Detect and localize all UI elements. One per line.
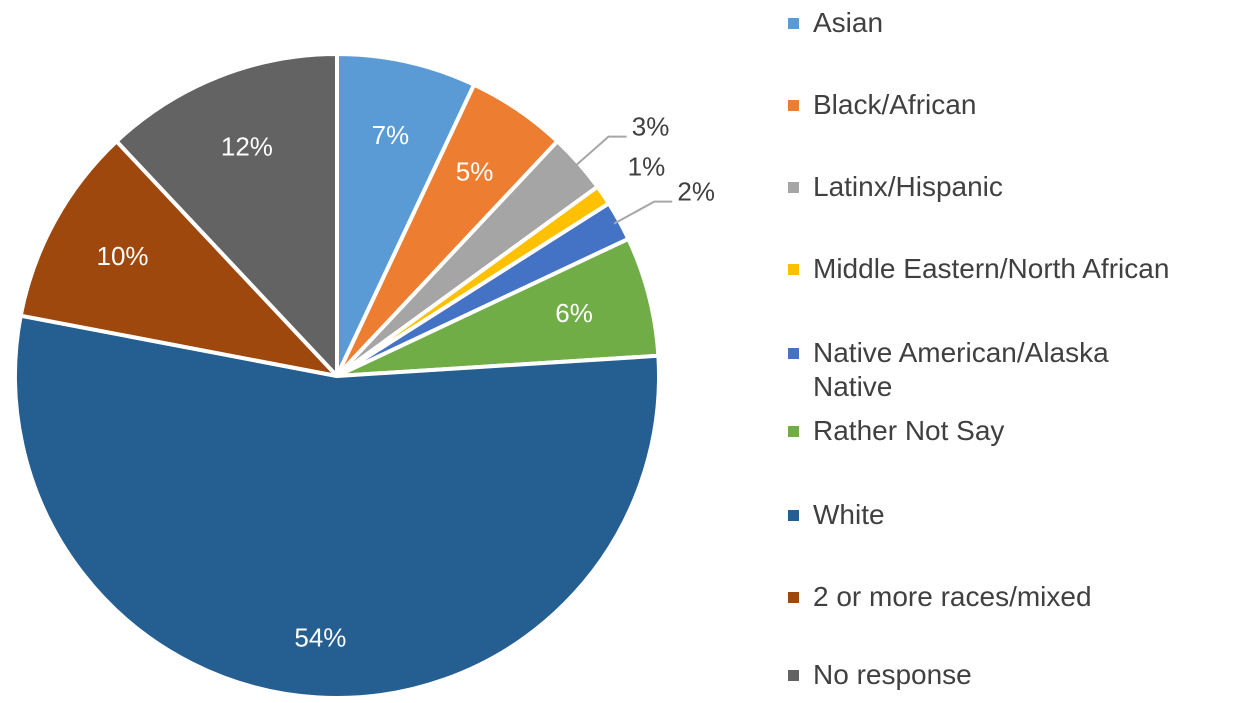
legend-label-rather-not-say: Rather Not Say bbox=[813, 415, 1005, 446]
data-label-rather-not-say: 6% bbox=[555, 298, 593, 328]
legend-label-latinx-hispanic: Latinx/Hispanic bbox=[813, 171, 1003, 202]
data-label-latinx-hispanic: 3% bbox=[632, 111, 670, 141]
legend-label-middle-eastern-north-african: Middle Eastern/North African bbox=[813, 253, 1170, 284]
leader-line-native-american-alaska-native bbox=[613, 200, 673, 225]
legend-swatch-asian bbox=[788, 18, 799, 29]
data-label-white: 54% bbox=[294, 622, 346, 652]
legend-swatch-black-african bbox=[788, 100, 799, 111]
legend-swatch-no-response bbox=[788, 670, 799, 681]
legend-label-white: White bbox=[813, 499, 885, 530]
data-label-black-african: 5% bbox=[456, 156, 494, 186]
pie-slice-asian bbox=[335, 52, 477, 378]
legend-item-black-african: Black/African bbox=[788, 88, 1256, 122]
legend-swatch-native-american-alaska-native bbox=[788, 348, 799, 359]
data-label-native-american-alaska-native: 2% bbox=[677, 176, 715, 206]
legend-label-asian: Asian bbox=[813, 7, 884, 38]
legend-item-asian: Asian bbox=[788, 6, 1256, 40]
legend: Asian Black/African Latinx/Hispanic Midd… bbox=[788, 0, 1256, 703]
legend-item-middle-eastern-north-african: Middle Eastern/North African bbox=[788, 252, 1256, 286]
legend-label-two-or-more-races: 2 or more races/mixed bbox=[813, 581, 1092, 612]
legend-item-two-or-more-races: 2 or more races/mixed bbox=[788, 580, 1256, 614]
data-label-no-response: 12% bbox=[221, 131, 273, 161]
legend-item-native-american-alaska-native: Native American/Alaska Native bbox=[788, 336, 1256, 404]
pie-slice-white bbox=[13, 313, 661, 700]
legend-label-native-american-alaska-native: Native American/Alaska Native bbox=[813, 337, 1109, 402]
legend-swatch-rather-not-say bbox=[788, 426, 799, 437]
legend-swatch-two-or-more-races bbox=[788, 592, 799, 603]
legend-item-rather-not-say: Rather Not Say bbox=[788, 414, 1256, 448]
leader-line-latinx-hispanic bbox=[573, 135, 627, 168]
legend-label-no-response: No response bbox=[813, 659, 972, 690]
data-label-middle-eastern-north-african: 1% bbox=[628, 151, 666, 181]
legend-item-latinx-hispanic: Latinx/Hispanic bbox=[788, 170, 1256, 204]
legend-label-black-african: Black/African bbox=[813, 89, 977, 120]
legend-item-white: White bbox=[788, 498, 1256, 532]
legend-swatch-white bbox=[788, 510, 799, 521]
legend-swatch-middle-eastern-north-african bbox=[788, 264, 799, 275]
data-label-asian: 7% bbox=[372, 120, 410, 150]
legend-swatch-latinx-hispanic bbox=[788, 182, 799, 193]
data-label-two-or-more-races: 10% bbox=[97, 241, 149, 271]
pie-slice-rather-not-say bbox=[335, 236, 661, 378]
pie-slice-two-or-more-races bbox=[18, 139, 339, 378]
legend-item-no-response: No response bbox=[788, 658, 1256, 692]
pie-slice-no-response bbox=[114, 52, 339, 378]
